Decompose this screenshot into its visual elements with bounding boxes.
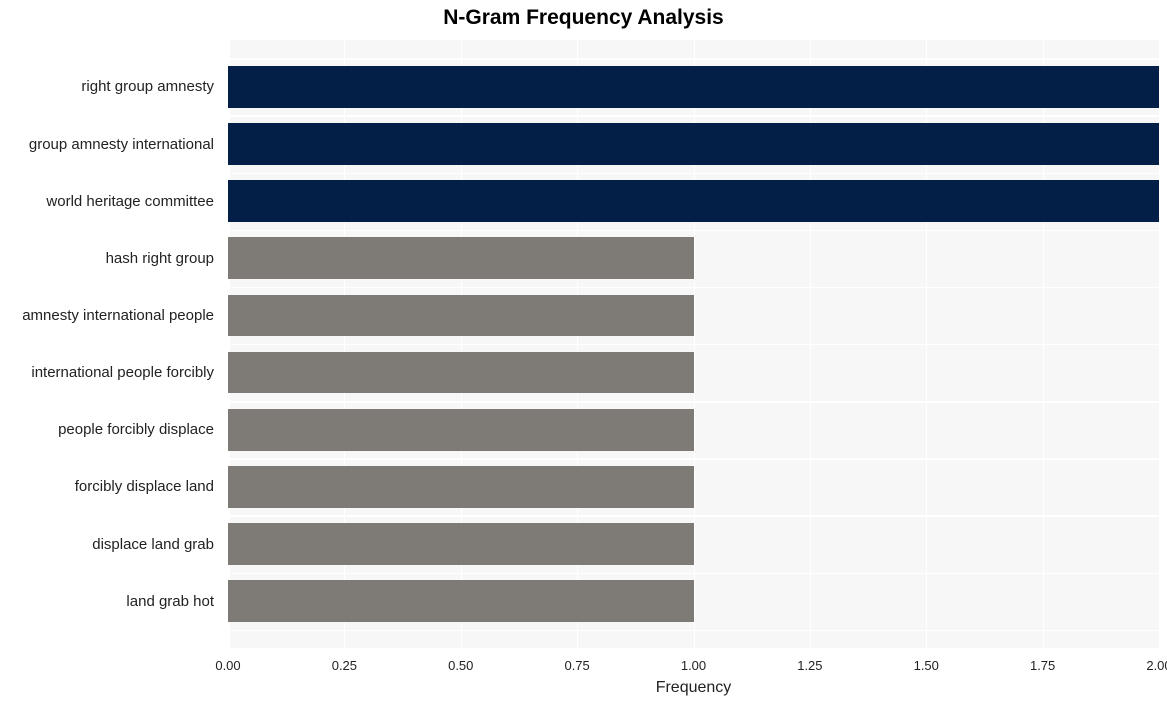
bar xyxy=(228,523,694,565)
x-axis-label: Frequency xyxy=(228,679,1159,697)
bar xyxy=(228,466,694,508)
gridline-h xyxy=(228,115,1159,116)
plot-area: right group amnestygroup amnesty interna… xyxy=(228,40,1159,648)
bar xyxy=(228,180,1159,222)
y-tick-label: group amnesty international xyxy=(0,137,214,152)
bar xyxy=(228,66,1159,108)
gridline-h xyxy=(228,630,1159,631)
x-tick-label: 1.00 xyxy=(681,658,706,673)
gridline-h xyxy=(228,458,1159,459)
gridline-h xyxy=(228,344,1159,345)
gridline-h xyxy=(228,58,1159,59)
x-tick-label: 0.00 xyxy=(215,658,240,673)
gridline-h xyxy=(228,173,1159,174)
bar xyxy=(228,580,694,622)
bar xyxy=(228,237,694,279)
gridline-h xyxy=(228,401,1159,402)
gridline-h xyxy=(228,573,1159,574)
gridline-h xyxy=(228,287,1159,288)
x-tick-label: 0.50 xyxy=(448,658,473,673)
y-tick-label: international people forcibly xyxy=(0,365,214,380)
x-tick-label: 0.75 xyxy=(564,658,589,673)
bar xyxy=(228,409,694,451)
y-tick-label: right group amnesty xyxy=(0,79,214,94)
x-tick-label: 2.00 xyxy=(1146,658,1167,673)
ngram-chart: N-Gram Frequency Analysis right group am… xyxy=(0,6,1167,648)
chart-title: N-Gram Frequency Analysis xyxy=(0,6,1167,30)
x-tick-label: 1.25 xyxy=(797,658,822,673)
x-tick-label: 1.50 xyxy=(914,658,939,673)
y-tick-label: amnesty international people xyxy=(0,308,214,323)
y-tick-label: people forcibly displace xyxy=(0,422,214,437)
y-tick-label: hash right group xyxy=(0,251,214,266)
gridline-h xyxy=(228,230,1159,231)
y-tick-label: displace land grab xyxy=(0,537,214,552)
x-tick-label: 1.75 xyxy=(1030,658,1055,673)
bar xyxy=(228,295,694,337)
y-tick-label: land grab hot xyxy=(0,594,214,609)
bar xyxy=(228,123,1159,165)
bar xyxy=(228,352,694,394)
x-tick-label: 0.25 xyxy=(332,658,357,673)
y-tick-label: forcibly displace land xyxy=(0,479,214,494)
y-tick-label: world heritage committee xyxy=(0,194,214,209)
gridline-h xyxy=(228,515,1159,516)
gridline xyxy=(1159,40,1161,648)
